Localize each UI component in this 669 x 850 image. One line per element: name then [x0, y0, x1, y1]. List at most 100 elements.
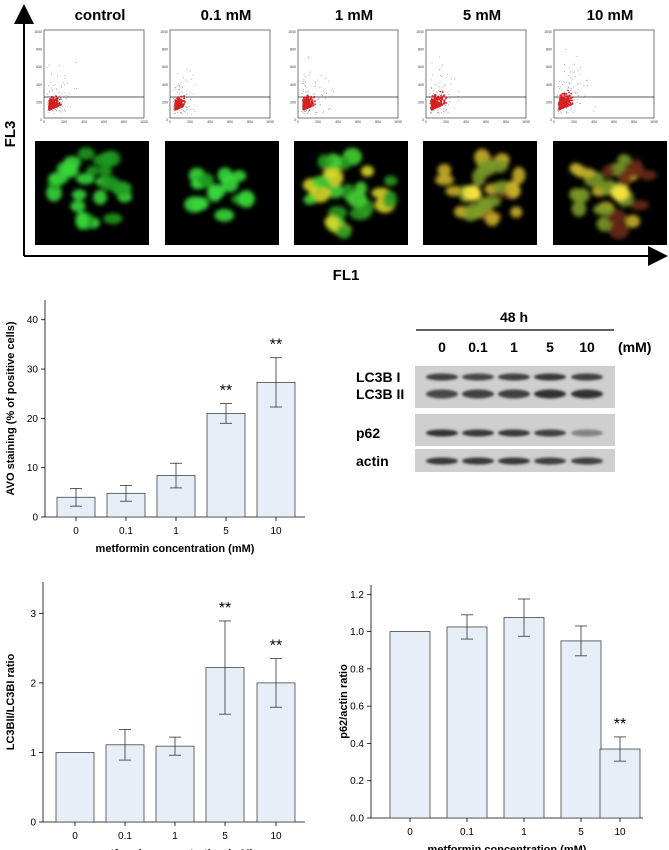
- scatter-point: [177, 84, 179, 86]
- scatter-point: [61, 98, 62, 100]
- scatter-point: [307, 105, 310, 107]
- scatter-point: [570, 92, 573, 95]
- scatter-point: [49, 110, 51, 112]
- scatter-point: [306, 108, 308, 110]
- scatter-point: [57, 105, 60, 108]
- x-axis-title: metformin concentration (mM): [95, 848, 254, 850]
- cell: [569, 162, 582, 174]
- cell: [630, 199, 649, 211]
- scatter-point: [444, 83, 446, 85]
- scatter-point: [322, 112, 324, 114]
- scatter-tick-x: 800: [375, 120, 381, 124]
- scatter-point: [557, 103, 559, 105]
- scatter-tick-x: 600: [611, 120, 617, 124]
- scatter-point: [441, 65, 442, 67]
- scatter-point: [53, 103, 56, 106]
- scatter-point: [564, 97, 566, 100]
- cell: [93, 190, 108, 205]
- scatter-point: [174, 97, 176, 99]
- scatter-point: [303, 73, 305, 75]
- scatter-point: [184, 105, 186, 107]
- scatter-point: [567, 89, 569, 92]
- scatter-point: [173, 112, 175, 114]
- scatter-point: [442, 86, 444, 88]
- scatter-point: [60, 85, 62, 87]
- condition-label: 5 mM: [463, 7, 501, 24]
- scatter-point: [432, 74, 434, 76]
- scatter-point: [441, 98, 443, 101]
- scatter-point: [66, 98, 67, 99]
- scatter-point: [435, 84, 436, 85]
- scatter-point: [183, 100, 186, 103]
- scatter-point: [50, 102, 52, 104]
- y-tick-label: 0: [30, 818, 36, 829]
- cell: [505, 180, 520, 197]
- scatter-point: [52, 89, 53, 91]
- y-tick-label: 0.2: [350, 776, 364, 787]
- blot-band: [426, 457, 458, 465]
- cell: [347, 191, 368, 208]
- scatter-point: [178, 97, 181, 100]
- scatter-tick-y: 800: [418, 48, 424, 52]
- scatter-point: [56, 108, 58, 110]
- cell: [437, 163, 452, 177]
- scatter-point: [562, 101, 565, 104]
- x-tick-label: 5: [223, 526, 229, 537]
- scatter-tick-y: 0: [422, 118, 424, 122]
- blot-band: [571, 389, 603, 399]
- scatter-point: [566, 102, 569, 105]
- scatter-point: [52, 110, 54, 112]
- scatter-point: [186, 93, 188, 95]
- scatter-point: [57, 74, 58, 76]
- blot-band: [498, 389, 530, 399]
- scatter-point: [566, 113, 568, 114]
- scatter-point: [568, 86, 570, 88]
- scatter-point: [445, 109, 447, 110]
- scatter-tick-x: 0: [43, 120, 45, 124]
- x-tick-label: 0: [73, 526, 79, 537]
- cell: [77, 147, 95, 160]
- scatter-point: [320, 94, 322, 96]
- scatter-point: [567, 75, 569, 77]
- scatter-point: [570, 90, 571, 92]
- scatter-point: [572, 69, 573, 71]
- scatter-point: [56, 88, 58, 90]
- scatter-point: [309, 110, 310, 111]
- scatter-point: [312, 108, 314, 110]
- scatter-point: [568, 104, 571, 106]
- scatter-point: [565, 93, 568, 95]
- scatter-point: [179, 112, 181, 113]
- scatter-point: [437, 85, 439, 87]
- scatter-point: [440, 101, 443, 104]
- scatter-point: [173, 89, 175, 91]
- scatter-tick-y: 200: [418, 100, 424, 104]
- scatter-point: [47, 66, 49, 68]
- scatter-point: [179, 95, 182, 98]
- cell: [76, 173, 95, 185]
- scatter-tick-x: 400: [81, 120, 87, 124]
- scatter-point: [173, 106, 175, 108]
- scatter-point: [309, 71, 311, 73]
- scatter-point: [61, 102, 62, 104]
- scatter-tick-y: 800: [162, 48, 168, 52]
- cell: [214, 208, 235, 222]
- scatter-point: [458, 91, 460, 92]
- scatter-point: [574, 76, 576, 78]
- scatter-point: [174, 113, 176, 114]
- blot-band: [426, 389, 458, 399]
- scatter-point: [312, 104, 315, 107]
- scatter-tick-x: 600: [227, 120, 233, 124]
- scatter-point: [309, 74, 311, 76]
- scatter-point: [179, 85, 180, 87]
- scatter-point: [302, 91, 304, 92]
- scatter-point: [594, 106, 596, 108]
- scatter-point: [432, 109, 434, 111]
- scatter-point: [561, 93, 563, 95]
- avo-bar-chart: 0 10 20 30 40 0 0.1 1 ** 5 ** 10 metformin concentra…: [5, 300, 305, 555]
- scatter-point: [557, 104, 559, 106]
- cell: [72, 189, 87, 201]
- cell: [510, 206, 523, 218]
- fl3-label: FL3: [2, 121, 19, 148]
- scatter-point: [190, 99, 192, 101]
- scatter-point: [59, 107, 61, 108]
